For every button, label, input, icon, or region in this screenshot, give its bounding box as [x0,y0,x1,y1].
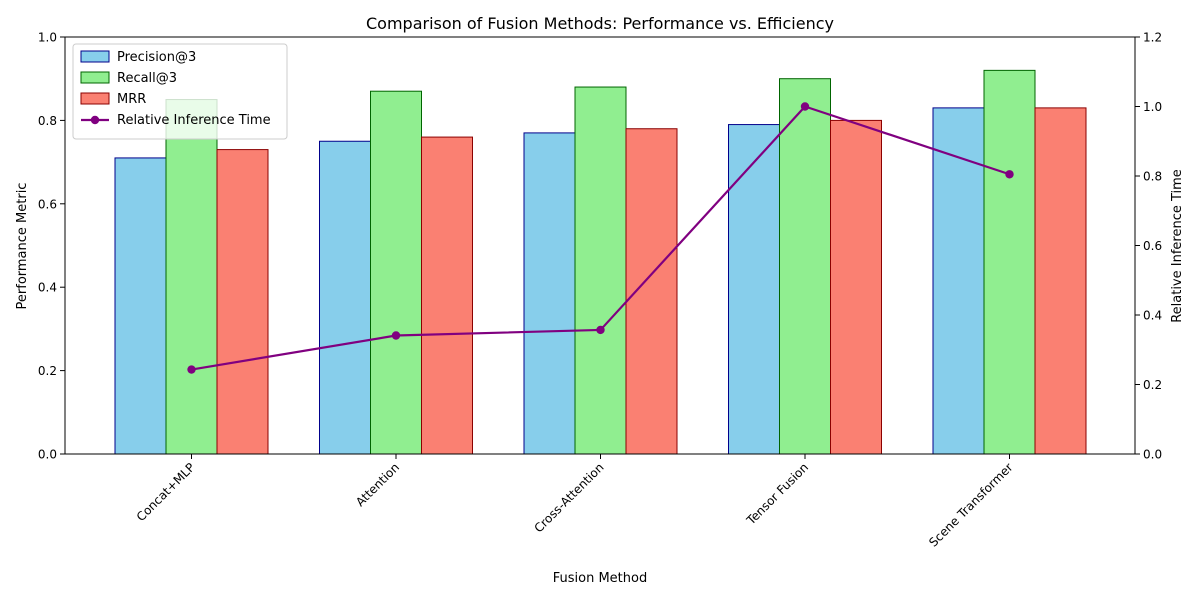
legend-swatch-mrr [80,92,110,105]
y-tick-label-1: 0.2 [38,364,57,378]
y-tick-label-4: 0.8 [38,114,57,128]
x-tick-label-0: Concat+MLP [134,460,198,524]
x-tick-label-1: Attention [353,460,402,509]
bar-precision-3-4 [932,107,985,455]
y-tick-label-3: 0.6 [38,197,57,211]
bar-precision-3-0 [114,157,167,455]
line-point-2 [596,325,605,335]
y2-tick-label-4: 0.8 [1143,170,1162,184]
bars-layer [114,69,1087,455]
y2-tick-label-1: 0.2 [1143,378,1162,392]
y2-tick-label-6: 1.2 [1143,31,1162,45]
bar-recall-3-1 [370,90,422,455]
bar-mrr-0 [216,149,269,455]
y-tick-label-2: 0.4 [38,281,57,295]
bar-recall-3-3 [779,78,831,455]
y2-tick-label-0: 0.0 [1143,448,1162,462]
y-tick-label-0: 0.0 [38,448,57,462]
legend: Precision@3 Recall@3 MRR Relative Inference… [72,43,288,140]
line-point-1 [391,331,401,340]
x-tick-label-4: Scene Transformer [926,460,1015,549]
bar-mrr-1 [421,136,473,455]
y-axis-label: Performance Metric [15,183,30,310]
legend-box [72,43,288,140]
legend-swatch-precision-3 [80,50,110,63]
x-tick-label-3: Tensor Fusion [743,460,811,528]
legend-swatch-recall-3 [80,71,110,84]
bar-mrr-4 [1034,107,1087,455]
x-axis-label: Fusion Method [553,571,647,586]
y-tick-label-5: 1.0 [38,31,57,45]
y2-tick-label-2: 0.4 [1143,309,1162,323]
bar-mrr-3 [830,119,882,455]
line-point-4 [1005,170,1014,179]
y2-axis-label: Relative Inference Time [1170,169,1185,323]
bar-precision-3-3 [728,124,780,455]
bar-precision-3-1 [319,140,371,455]
y2-tick-label-3: 0.6 [1143,239,1162,253]
bar-precision-3-2 [523,132,576,455]
bar-recall-3-2 [574,86,627,455]
bar-recall-3-0 [165,99,218,455]
line-layer [187,102,1014,374]
bar-recall-3-4 [983,69,1036,455]
legend-label-recall-3: Recall@3 [117,71,177,86]
legend-label-precision-3: Precision@3 [117,50,196,65]
bar-mrr-2 [625,128,678,455]
line-point-3 [800,102,810,111]
chart-title: Comparison of Fusion Methods: Performanc… [366,14,834,33]
legend-swatch-marker-relative-inference-time [90,115,100,125]
legend-label-relative-inference-time: Relative Inference Time [117,113,271,128]
y2-tick-label-5: 1.0 [1143,100,1162,114]
x-tick-label-2: Cross-Attention [531,460,606,535]
legend-label-mrr: MRR [117,92,146,107]
line-point-0 [187,365,196,374]
